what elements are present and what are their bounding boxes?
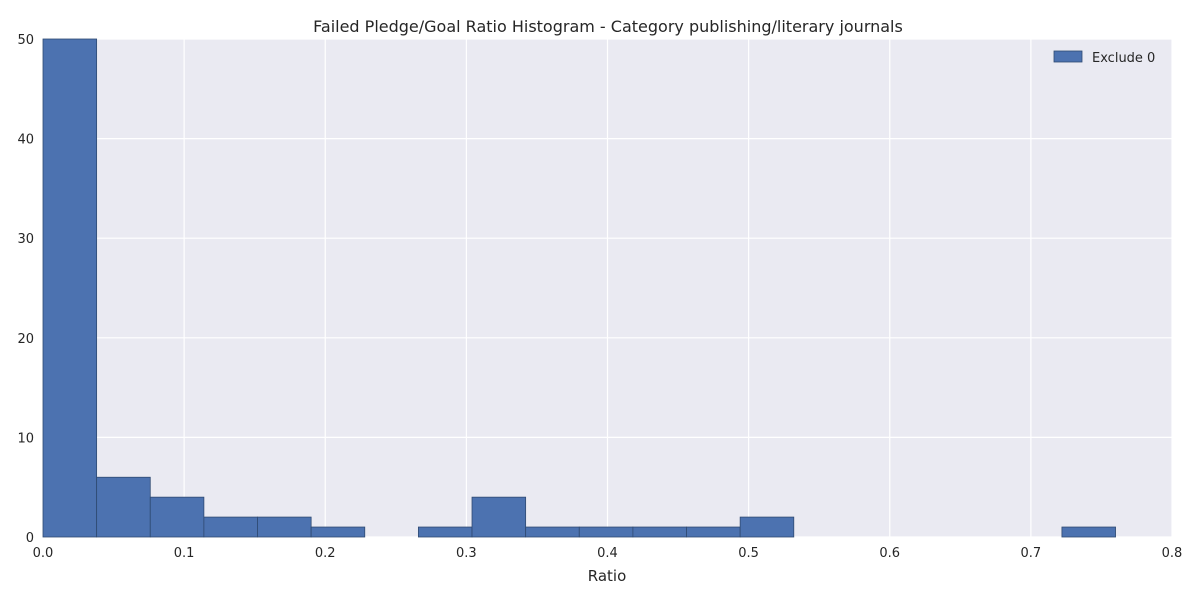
bars [42,38,1116,538]
histogram-bar [578,526,634,538]
histogram-bar [1061,526,1116,538]
x-tick-label: 0.2 [315,546,336,561]
x-tick-label: 0.1 [174,546,195,561]
histogram-bar [686,526,741,538]
x-tick-label: 0.0 [33,546,54,561]
histogram-bar [525,526,580,538]
histogram-bar [42,38,98,538]
legend-swatch [1053,50,1083,63]
x-tick-label: 0.3 [456,546,477,561]
histogram-bar [632,526,687,538]
x-axis-ticks: 0.0 0.1 0.2 0.3 0.4 0.5 0.6 0.7 0.8 [33,546,1183,561]
histogram-bar [96,476,151,538]
y-tick-label: 50 [17,33,34,48]
histogram-bar [417,526,473,538]
histogram-bar [310,526,366,538]
histogram-bar [149,496,205,538]
x-tick-label: 0.4 [597,546,618,561]
x-tick-label: 0.7 [1021,546,1042,561]
y-tick-label: 10 [17,431,34,446]
histogram-bar [471,496,527,538]
y-tick-label: 20 [17,332,34,347]
y-tick-label: 30 [17,232,34,247]
chart-title: Failed Pledge/Goal Ratio Histogram - Cat… [313,17,903,36]
histogram-bar [203,516,258,538]
legend-label: Exclude 0 [1092,51,1155,66]
y-axis-ticks: 0 10 20 30 40 50 [17,33,34,546]
x-tick-label: 0.6 [879,546,900,561]
y-tick-label: 40 [17,133,34,148]
histogram-bar [739,516,795,538]
histogram-bar [257,516,312,538]
x-axis-title: Ratio [588,567,627,585]
x-tick-label: 0.8 [1162,546,1183,561]
legend: Exclude 0 [1053,50,1155,66]
y-tick-label: 0 [26,531,34,546]
x-tick-label: 0.5 [738,546,759,561]
